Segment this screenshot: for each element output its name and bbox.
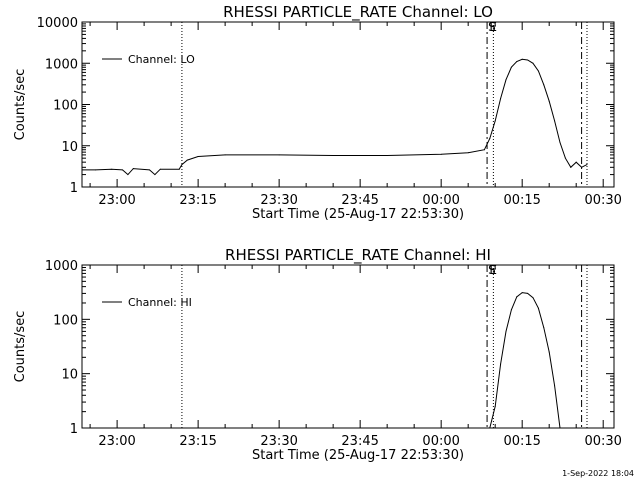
- x-tick-label: 23:15: [179, 193, 216, 208]
- data-point: [510, 66, 512, 68]
- data-point: [95, 169, 97, 171]
- data-point: [178, 168, 180, 170]
- event-marker-label: S: [488, 20, 496, 34]
- data-point: [500, 363, 502, 365]
- data-point: [516, 61, 518, 63]
- data-point: [554, 120, 556, 122]
- data-point: [332, 155, 334, 157]
- x-tick-label: 00:00: [422, 434, 459, 449]
- x-tick-label: 00:00: [422, 193, 459, 208]
- data-point: [483, 149, 485, 151]
- data-point: [494, 120, 496, 122]
- x-tick-label: 23:00: [98, 193, 135, 208]
- data-point: [564, 157, 566, 159]
- data-point: [111, 168, 113, 170]
- data-point: [586, 164, 588, 166]
- data-point: [467, 152, 469, 154]
- x-tick-label: 23:45: [341, 434, 378, 449]
- data-point: [500, 97, 502, 99]
- data-point: [159, 168, 161, 170]
- x-axis-label: Start Time (25-Aug-17 22:53:30): [252, 448, 464, 463]
- x-tick-label: 23:30: [260, 193, 297, 208]
- data-point: [132, 168, 134, 170]
- y-tick-label: 10000: [37, 16, 78, 31]
- y-tick-label: 10: [61, 368, 78, 383]
- chart-title: RHESSI PARTICLE_RATE Channel: LO: [223, 3, 493, 22]
- y-tick-label: 10: [61, 140, 78, 155]
- data-point: [489, 137, 491, 139]
- data-point: [154, 174, 156, 176]
- x-tick-label: 00:30: [584, 434, 621, 449]
- data-point: [149, 169, 151, 171]
- data-point: [505, 330, 507, 332]
- data-point: [521, 58, 523, 60]
- data-point: [537, 307, 539, 309]
- chart-title: RHESSI PARTICLE_RATE Channel: HI: [225, 246, 491, 265]
- data-point: [197, 155, 199, 157]
- data-point: [548, 351, 550, 353]
- data-point: [548, 100, 550, 102]
- legend-label: Channel: HI: [128, 296, 192, 309]
- data-point: [521, 292, 523, 294]
- y-tick-label: 100: [53, 313, 78, 328]
- data-point: [559, 141, 561, 143]
- data-point: [543, 327, 545, 329]
- data-point: [537, 70, 539, 72]
- data-point: [278, 154, 280, 156]
- data-point: [386, 155, 388, 157]
- x-tick-label: 00:30: [584, 193, 621, 208]
- y-axis-label: Counts/sec: [13, 311, 28, 383]
- data-point: [554, 385, 556, 387]
- data-point: [127, 174, 129, 176]
- footer-timestamp: 1-Sep-2022 18:04: [562, 469, 634, 478]
- y-tick-label: 100: [53, 99, 78, 114]
- data-point: [527, 292, 529, 294]
- data-point: [543, 84, 545, 86]
- data-point: [581, 166, 583, 168]
- plot-frame: [81, 264, 615, 429]
- y-tick-label: 1: [70, 422, 78, 437]
- series-line: [489, 292, 561, 429]
- data-point: [440, 153, 442, 155]
- x-tick-label: 23:15: [179, 434, 216, 449]
- legend-label: Channel: LO: [128, 53, 195, 66]
- data-point: [516, 296, 518, 298]
- data-point: [186, 159, 188, 161]
- lo-channel-panel: RHESSI PARTICLE_RATE Channel: LO Counts/s…: [13, 3, 622, 222]
- hi-channel-panel: RHESSI PARTICLE_RATE Channel: HI Counts/s…: [13, 246, 622, 463]
- data-point: [81, 169, 83, 171]
- x-tick-label: 00:15: [503, 434, 540, 449]
- data-point: [122, 169, 124, 171]
- x-tick-label: 23:45: [341, 193, 378, 208]
- event-marker-label: E: [489, 20, 497, 34]
- data-point: [559, 427, 561, 429]
- y-tick-label: 1000: [45, 57, 78, 72]
- data-point: [494, 405, 496, 407]
- data-point: [224, 154, 226, 156]
- y-tick-label: 1: [70, 181, 78, 196]
- x-tick-label: 23:30: [260, 434, 297, 449]
- data-point: [532, 62, 534, 64]
- series-line: [82, 58, 588, 176]
- x-tick-label: 23:00: [98, 434, 135, 449]
- data-point: [527, 59, 529, 61]
- data-point: [570, 166, 572, 168]
- x-tick-label: 00:15: [503, 193, 540, 208]
- plot-frame: [81, 21, 615, 188]
- data-point: [181, 164, 183, 166]
- data-point: [532, 297, 534, 299]
- data-point: [575, 161, 577, 163]
- data-point: [510, 309, 512, 311]
- data-point: [489, 427, 491, 429]
- y-axis-label: Counts/sec: [13, 69, 28, 141]
- x-axis-label: Start Time (25-Aug-17 22:53:30): [252, 207, 464, 222]
- event-marker-label: E: [489, 263, 497, 277]
- data-point: [505, 79, 507, 81]
- event-marker-label: S: [488, 263, 496, 277]
- y-tick-label: 1000: [45, 259, 78, 274]
